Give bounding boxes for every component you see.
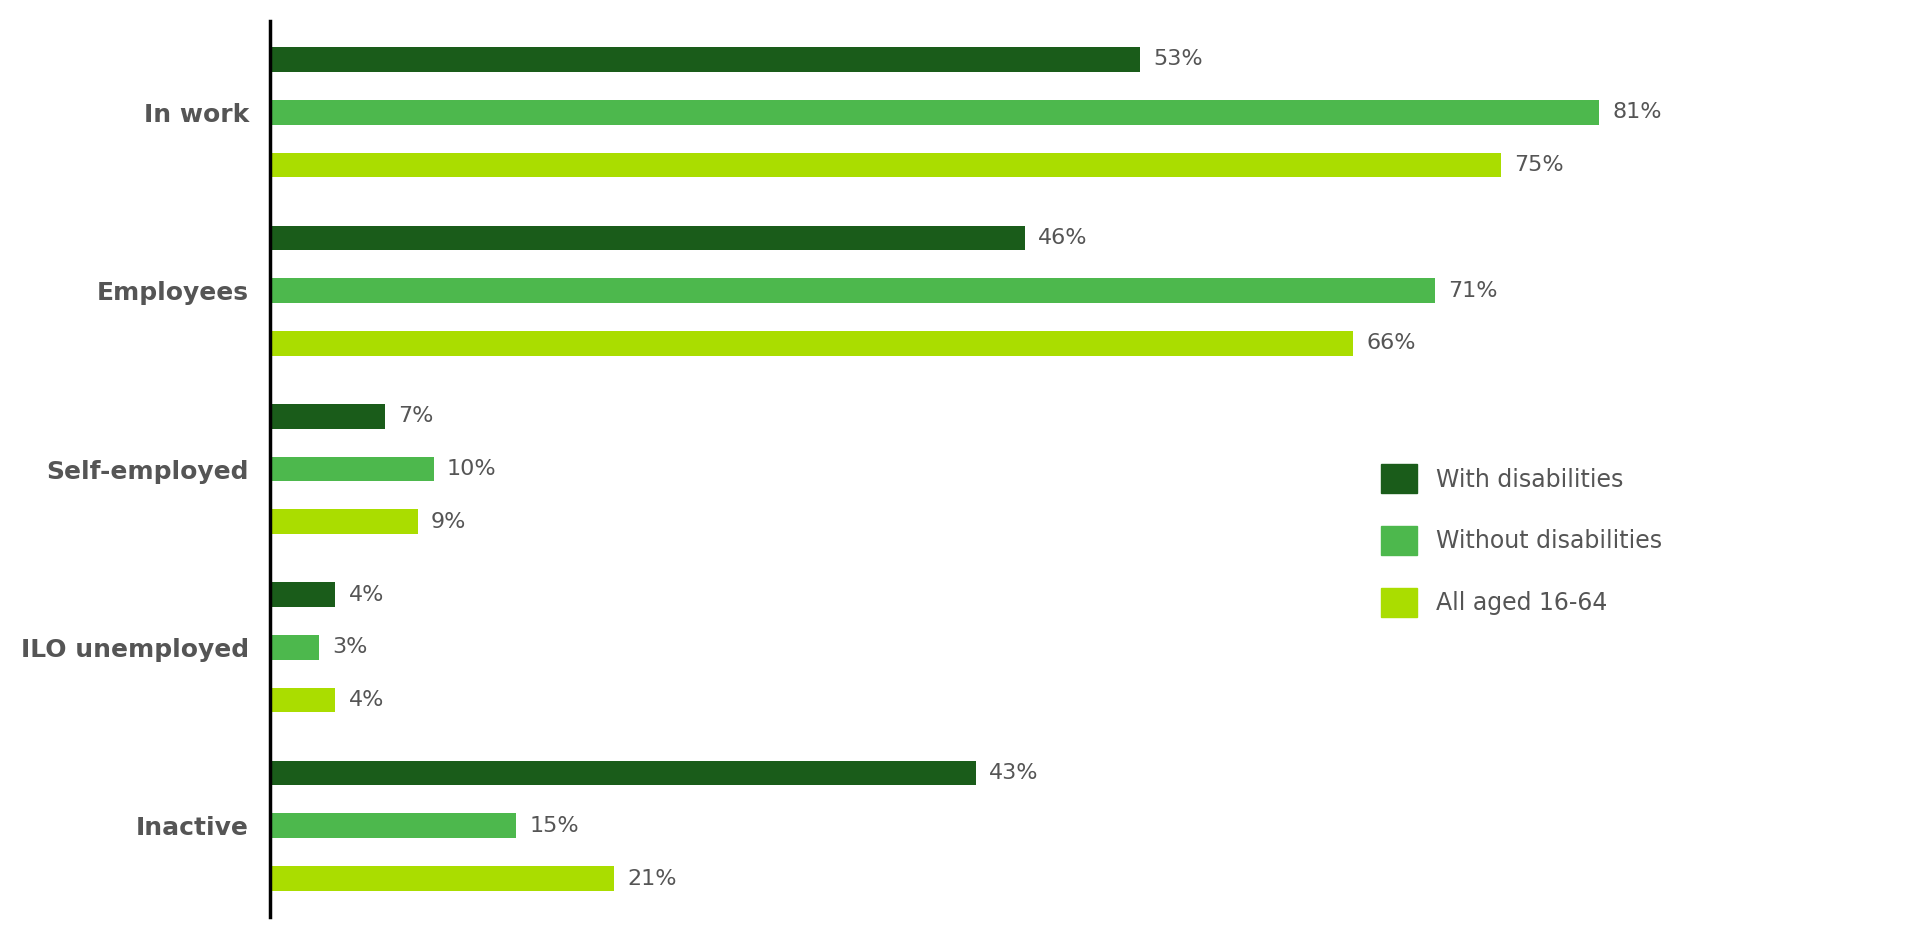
Bar xyxy=(270,761,976,785)
Bar xyxy=(270,457,435,481)
Bar xyxy=(270,331,1352,356)
Text: 15%: 15% xyxy=(529,816,580,836)
Legend: With disabilities, Without disabilities, All aged 16-64: With disabilities, Without disabilities,… xyxy=(1381,464,1662,617)
Bar xyxy=(270,866,614,891)
Bar xyxy=(270,582,336,607)
Text: 81%: 81% xyxy=(1613,102,1662,122)
Text: 7%: 7% xyxy=(398,406,433,426)
Bar xyxy=(270,688,336,713)
Bar xyxy=(270,225,1024,250)
Bar xyxy=(270,100,1600,125)
Bar xyxy=(270,47,1140,72)
Text: 46%: 46% xyxy=(1037,228,1088,248)
Text: 71%: 71% xyxy=(1449,280,1497,300)
Text: 21%: 21% xyxy=(628,869,676,888)
Bar xyxy=(270,509,417,534)
Text: 10%: 10% xyxy=(446,459,497,479)
Bar xyxy=(270,813,516,838)
Bar xyxy=(270,404,384,429)
Text: 66%: 66% xyxy=(1366,333,1416,354)
Text: 9%: 9% xyxy=(431,512,466,532)
Bar xyxy=(270,153,1501,177)
Text: 43%: 43% xyxy=(989,763,1037,783)
Text: 3%: 3% xyxy=(332,638,367,658)
Bar xyxy=(270,635,319,659)
Text: 53%: 53% xyxy=(1153,50,1202,69)
Text: 4%: 4% xyxy=(348,690,384,710)
Bar xyxy=(270,279,1435,303)
Text: 4%: 4% xyxy=(348,584,384,605)
Text: 75%: 75% xyxy=(1515,155,1563,175)
